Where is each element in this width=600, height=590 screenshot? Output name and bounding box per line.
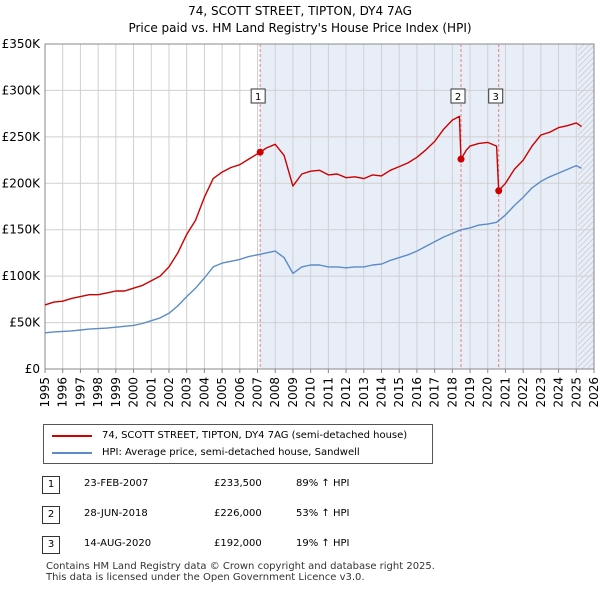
x-tick-label: 2018 — [445, 377, 459, 408]
x-tick-label: 2024 — [552, 377, 566, 408]
x-tick-label: 2026 — [587, 377, 600, 408]
x-tick-label: 2010 — [304, 377, 318, 408]
x-tick-label: 1998 — [91, 377, 105, 408]
transaction-number: 2 — [42, 506, 60, 524]
x-tick-label: 2007 — [251, 377, 265, 408]
transaction-hpi: 89% ↑ HPI — [296, 478, 350, 489]
transaction-date: 28-JUN-2018 — [84, 508, 148, 519]
y-tick-label: £300K — [2, 83, 42, 97]
legend-swatch-property — [52, 435, 92, 437]
x-tick-label: 2017 — [428, 377, 442, 408]
x-tick-label: 2020 — [481, 377, 495, 408]
series-line-property — [44, 115, 583, 306]
marker-label-1: 1 — [250, 88, 266, 104]
transaction-hpi: 19% ↑ HPI — [296, 538, 350, 549]
legend-label-property: 74, SCOTT STREET, TIPTON, DY4 7AG (semi-… — [102, 430, 408, 441]
legend-swatch-hpi — [52, 452, 92, 454]
x-tick-label: 2002 — [162, 377, 176, 408]
table-row: 1 23-FEB-2007 £233,500 89% ↑ HPI — [40, 476, 560, 494]
x-tick-label: 2006 — [233, 377, 247, 408]
owned-period-shade — [260, 44, 594, 369]
x-tick-label: 2004 — [197, 377, 211, 408]
legend-label-hpi: HPI: Average price, semi-detached house,… — [102, 447, 360, 458]
legend: 74, SCOTT STREET, TIPTON, DY4 7AG (semi-… — [43, 424, 433, 464]
chart-subtitle: Price paid vs. HM Land Registry's House … — [128, 21, 471, 35]
projection-hatch — [578, 44, 594, 369]
x-tick-label: 2022 — [516, 377, 530, 408]
x-tick-label: 1997 — [73, 377, 87, 408]
marker-label-3: 3 — [488, 88, 504, 104]
transaction-number: 1 — [42, 476, 60, 494]
series-line-hpi — [44, 164, 582, 334]
marker-number: 1 — [255, 92, 261, 103]
x-tick-label: 2001 — [144, 377, 158, 408]
x-tick-label: 1999 — [109, 377, 123, 408]
table-row: 3 14-AUG-2020 £192,000 19% ↑ HPI — [40, 536, 560, 554]
footer: Contains HM Land Registry data © Crown c… — [46, 561, 435, 583]
x-tick-label: 2011 — [321, 377, 335, 408]
x-tick-label: 2016 — [410, 377, 424, 408]
y-tick-label: £100K — [2, 269, 42, 283]
chart-title: 74, SCOTT STREET, TIPTON, DY4 7AG — [188, 4, 412, 18]
marker-number: 2 — [455, 92, 461, 103]
sale-marker — [457, 155, 465, 163]
y-tick-label: £200K — [2, 176, 42, 190]
x-tick-label: 2019 — [463, 377, 477, 408]
transaction-price: £233,500 — [214, 478, 262, 489]
transaction-price: £226,000 — [214, 508, 262, 519]
y-tick-label: £350K — [2, 37, 42, 51]
marker-box — [250, 88, 266, 104]
y-tick-label: £150K — [2, 223, 42, 237]
x-tick-label: 2023 — [534, 377, 548, 408]
transaction-price: £192,000 — [214, 538, 262, 549]
x-tick-label: 2014 — [374, 377, 388, 408]
x-tick-label: 2021 — [498, 377, 512, 408]
x-tick-label: 1995 — [38, 377, 52, 408]
x-tick-label: 2012 — [339, 377, 353, 408]
transaction-date: 23-FEB-2007 — [84, 478, 149, 489]
sale-marker — [495, 187, 503, 195]
x-tick-label: 2009 — [286, 377, 300, 408]
x-tick-label: 2000 — [127, 377, 141, 408]
plot-frame — [44, 43, 595, 370]
x-tick-label: 2025 — [569, 377, 583, 408]
x-tick-label: 2008 — [268, 377, 282, 408]
transaction-number: 3 — [42, 536, 60, 554]
y-tick-label: £50K — [9, 316, 41, 330]
sale-marker — [256, 148, 264, 156]
marker-number: 3 — [493, 92, 499, 103]
transaction-date: 14-AUG-2020 — [84, 538, 152, 549]
x-tick-label: 2003 — [180, 377, 194, 408]
footer-line: This data is licensed under the Open Gov… — [46, 572, 365, 583]
x-tick-label: 1996 — [56, 377, 70, 408]
footer-line: Contains HM Land Registry data © Crown c… — [46, 561, 435, 572]
y-tick-label: £250K — [2, 130, 42, 144]
price-chart: 74, SCOTT STREET, TIPTON, DY4 7AG Price p… — [2, 4, 600, 408]
x-tick-label: 2015 — [392, 377, 406, 408]
marker-box — [488, 88, 504, 104]
table-row: 2 28-JUN-2018 £226,000 53% ↑ HPI — [40, 506, 560, 524]
x-tick-label: 2013 — [357, 377, 371, 408]
marker-box — [450, 88, 466, 104]
transaction-hpi: 53% ↑ HPI — [296, 508, 350, 519]
y-tick-label: £0 — [25, 362, 40, 376]
marker-label-2: 2 — [450, 88, 466, 104]
x-tick-label: 2005 — [215, 377, 229, 408]
